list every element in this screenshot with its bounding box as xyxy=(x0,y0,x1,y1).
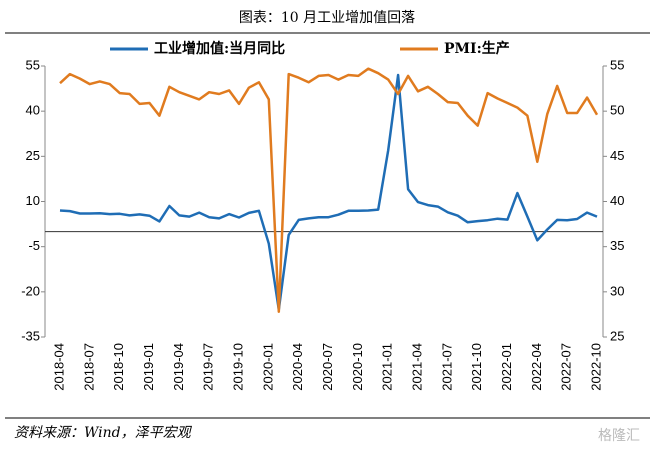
y2-tick-label: 45 xyxy=(610,148,624,163)
y2-tick-label: 40 xyxy=(610,193,624,208)
legend-label: 工业增加值:当月同比 xyxy=(154,40,285,57)
x-tick-label: 2022-01 xyxy=(499,343,514,391)
x-tick-label: 2021-07 xyxy=(439,343,454,391)
x-tick-label: 2022-07 xyxy=(559,343,574,391)
watermark: 格隆汇 xyxy=(598,428,640,444)
y2-tick-label: 30 xyxy=(610,283,624,298)
y2-tick-label: 25 xyxy=(610,328,624,343)
x-tick-label: 2019-01 xyxy=(141,343,156,391)
y-tick-label: 55 xyxy=(26,57,40,72)
x-tick-label: 2020-07 xyxy=(320,343,335,391)
legend-label: PMI:生产 xyxy=(444,40,510,57)
x-tick-label: 2022-04 xyxy=(529,343,544,391)
chart-title: 图表：10 月工业增加值回落 xyxy=(239,10,415,26)
series-line xyxy=(59,73,598,311)
x-tick-label: 2020-04 xyxy=(290,343,305,391)
y2-tick-label: 35 xyxy=(610,238,624,253)
series-line xyxy=(59,67,599,313)
y-tick-label: -35 xyxy=(21,328,40,343)
x-tick-label: 2019-07 xyxy=(201,343,216,391)
x-tick-label: 2018-10 xyxy=(111,343,126,391)
x-tick-label: 2020-10 xyxy=(350,343,365,391)
y-tick-label: 10 xyxy=(26,193,40,208)
y-tick-label: -5 xyxy=(28,238,40,253)
y-tick-label: 25 xyxy=(26,148,40,163)
x-tick-label: 2018-04 xyxy=(51,343,66,391)
y-tick-label: -20 xyxy=(21,283,40,298)
source: 资料来源：Wind，泽平宏观 xyxy=(14,425,193,441)
y2-tick-label: 50 xyxy=(610,103,624,118)
y-tick-label: 40 xyxy=(26,103,40,118)
x-tick-label: 2020-01 xyxy=(260,343,275,391)
x-tick-label: 2019-04 xyxy=(171,343,186,391)
y2-tick-label: 55 xyxy=(610,57,624,72)
x-tick-label: 2018-07 xyxy=(81,343,96,391)
x-tick-label: 2022-10 xyxy=(588,343,603,391)
x-tick-label: 2021-04 xyxy=(409,343,424,391)
x-tick-label: 2019-10 xyxy=(230,343,245,391)
x-tick-label: 2021-01 xyxy=(380,343,395,391)
x-tick-label: 2021-10 xyxy=(469,343,484,391)
